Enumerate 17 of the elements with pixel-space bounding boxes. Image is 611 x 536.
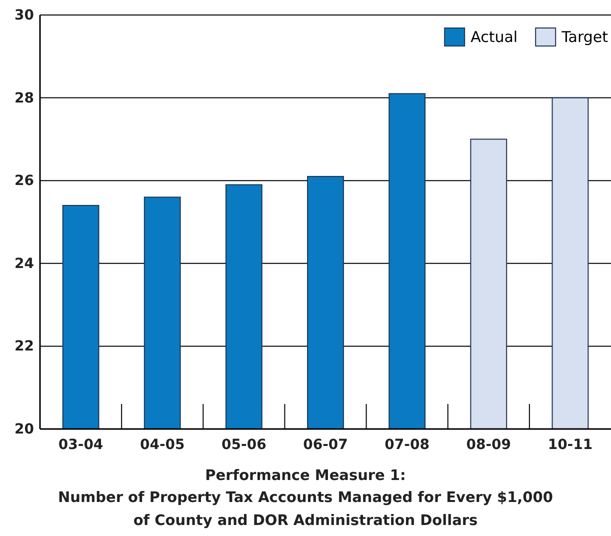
x-tick-label: 04-05 bbox=[140, 436, 185, 453]
y-tick-label: 20 bbox=[14, 421, 34, 438]
y-tick-label: 24 bbox=[14, 256, 34, 272]
x-tick-label: 08-09 bbox=[466, 436, 512, 453]
x-tick-label: 06-07 bbox=[303, 436, 348, 453]
x-tick-label: 05-06 bbox=[222, 436, 266, 453]
legend-label: Target bbox=[560, 28, 608, 46]
text: Performance Measure 1: bbox=[205, 468, 406, 484]
x-tick-label: 03-04 bbox=[58, 436, 104, 453]
y-tick-label: 22 bbox=[14, 338, 34, 355]
text: Number of Property Tax Accounts Managed for Every $1,000 of County and DOR Administration Dollars bbox=[58, 490, 553, 529]
y-tick-label: 30 bbox=[14, 7, 34, 24]
legend-label: Actual bbox=[470, 28, 518, 46]
x-tick-label: 07-08 bbox=[384, 436, 430, 453]
y-tick-label: 26 bbox=[14, 173, 34, 190]
y-tick-label: 28 bbox=[14, 90, 34, 106]
x-tick-label: 10-11 bbox=[548, 436, 593, 453]
